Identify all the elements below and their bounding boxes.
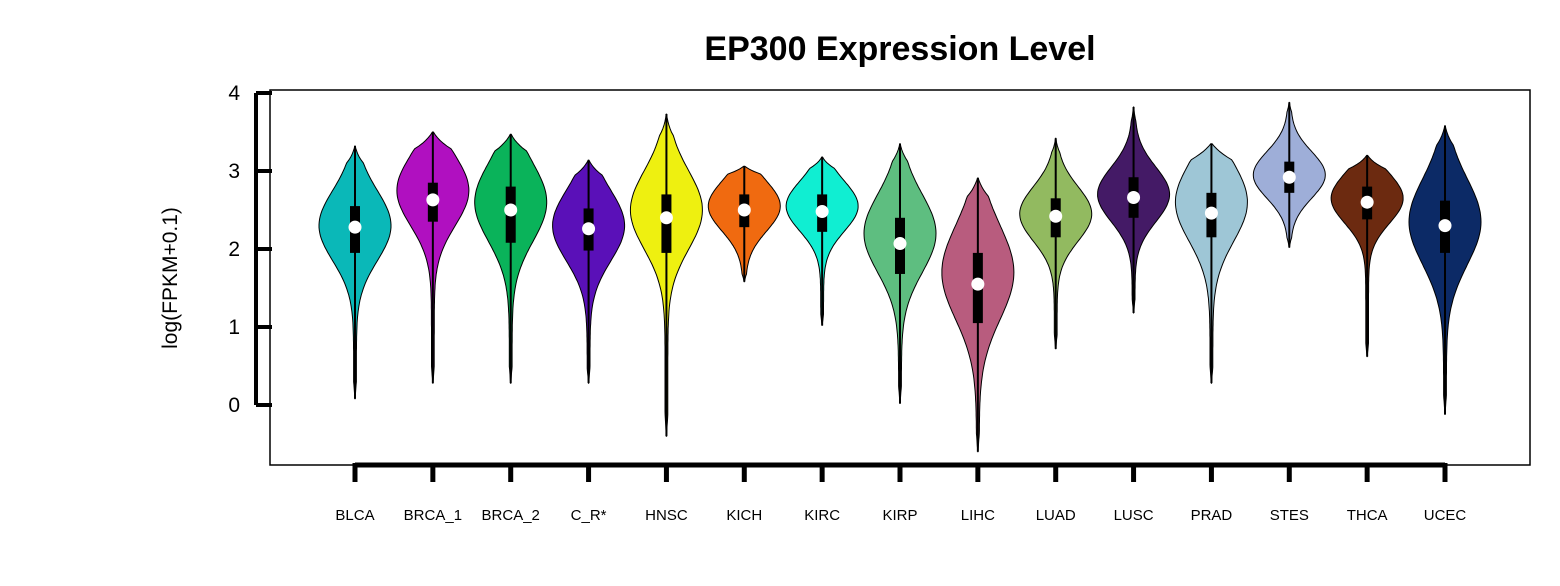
violin-median-point: [582, 222, 596, 236]
violin-kirp: [863, 143, 937, 404]
violin-median-point: [348, 220, 362, 234]
violin-luad: [1019, 137, 1093, 350]
violins: [318, 101, 1482, 453]
x-tick-label: PRAD: [1191, 507, 1233, 524]
violin-brca-1: [396, 131, 470, 384]
violin-median-point: [1360, 195, 1374, 209]
violin-thca: [1330, 154, 1404, 358]
violin-median-point: [1127, 191, 1141, 205]
x-tick-label: LUAD: [1036, 507, 1076, 524]
violin-kich: [707, 165, 781, 283]
x-tick-label: UCEC: [1424, 507, 1467, 524]
y-tick-label: 2: [228, 238, 240, 261]
violin-kirc: [785, 156, 859, 326]
x-tick-label: BLCA: [335, 507, 374, 524]
x-tick-label: HNSC: [645, 507, 688, 524]
violin-ucec: [1408, 125, 1482, 415]
violin-c-r-: [552, 159, 626, 384]
y-tick-label: 0: [228, 394, 240, 417]
violin-brca-2: [474, 133, 548, 384]
violin-prad: [1174, 143, 1248, 384]
y-axis: 0 1 2 3 4: [228, 82, 272, 417]
violin-median-point: [659, 211, 673, 225]
x-tick-label: LIHC: [961, 507, 995, 524]
x-tick-label: THCA: [1347, 507, 1388, 524]
violin-lihc: [941, 177, 1015, 453]
y-tick-label: 3: [228, 160, 240, 183]
chart-title: EP300 Expression Level: [704, 30, 1095, 68]
x-tick-label: KICH: [726, 507, 762, 524]
violin-blca: [318, 145, 392, 400]
violin-median-point: [1049, 209, 1063, 223]
violin-median-point: [426, 193, 440, 207]
violin-median-point: [815, 205, 829, 219]
x-tick-label: KIRC: [804, 507, 840, 524]
x-axis: BLCA BRCA_1 BRCA_2 C_R* HNSC KICH KIRC KIRP LIHC…: [335, 462, 1467, 524]
y-tick-label: 1: [228, 316, 240, 339]
violin-median-point: [1282, 170, 1296, 184]
violin-hnsc: [629, 113, 703, 437]
x-tick-label: LUSC: [1114, 507, 1154, 524]
violin-median-point: [1204, 206, 1218, 220]
x-tick-label: KIRP: [882, 507, 917, 524]
violin-median-point: [893, 237, 907, 251]
x-tick-label: STES: [1270, 507, 1309, 524]
violin-median-point: [971, 277, 985, 291]
y-axis-label: log(FPKM+0.1): [159, 207, 182, 349]
violin-median-point: [1438, 219, 1452, 233]
x-tick-label: BRCA_2: [482, 507, 540, 524]
violin-median-point: [737, 203, 751, 217]
x-tick-label: BRCA_1: [404, 507, 462, 524]
y-tick-label: 4: [228, 82, 240, 105]
violin-lusc: [1097, 106, 1171, 314]
violin-median-point: [504, 203, 518, 217]
x-tick-label: C_R*: [571, 507, 607, 524]
violin-stes: [1252, 101, 1326, 248]
